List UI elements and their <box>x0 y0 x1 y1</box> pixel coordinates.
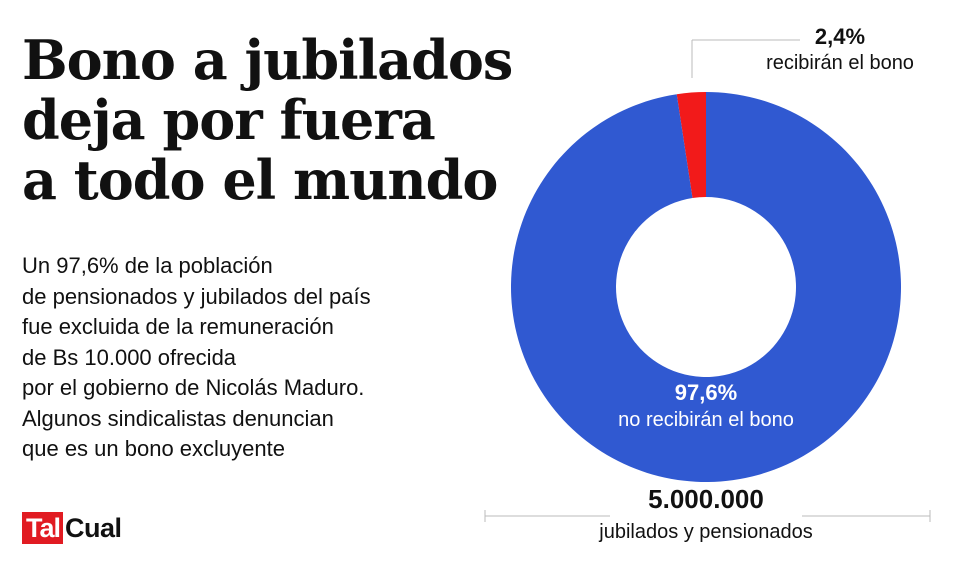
slice-receive-value-label: 2,4% <box>815 24 865 49</box>
slice-receive-bonus <box>676 92 706 199</box>
headline-line-2: deja por fuera <box>22 88 436 152</box>
logo-cual-part: Cual <box>65 513 122 543</box>
description-line-4: de Bs 10.000 ofrecida <box>22 344 237 370</box>
headline-line-1: Bono a jubilados <box>22 28 513 92</box>
slice-not-receive-value-label: 97,6% <box>675 380 737 405</box>
slice-not-receive-bonus <box>511 92 901 482</box>
total-category-label: jubilados y pensionados <box>598 521 813 543</box>
description-line-1: Un 97,6% de la población <box>22 253 273 278</box>
description-line-7: que es un bono excluyente <box>22 436 285 461</box>
logo-tal-part: Tal <box>22 512 64 544</box>
headline-line-3: a todo el mundo <box>22 148 498 212</box>
description: Un 97,6% de la población de pensionados … <box>22 251 472 465</box>
slice-receive-category-label: recibirán el bono <box>766 52 914 74</box>
talcual-logo: Tal Cual <box>22 512 122 544</box>
description-line-6: Algunos sindicalistas denuncian <box>22 405 334 431</box>
description-line-5: por el gobierno de Nicolás Maduro. <box>22 375 365 400</box>
total-value-label: 5.000.000 <box>648 484 764 514</box>
headline: Bono a jubilados deja por fuera a todo e… <box>22 28 513 212</box>
description-line-3: fue excluida de la remuneración <box>22 314 334 339</box>
description-line-2: de pensionados y jubilados del país <box>22 283 371 309</box>
slice-not-receive-category-label: no recibirán el bono <box>618 409 794 431</box>
